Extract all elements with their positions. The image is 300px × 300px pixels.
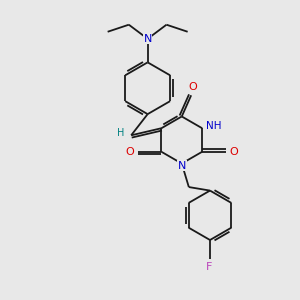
Text: O: O	[230, 147, 238, 157]
Text: O: O	[188, 82, 197, 92]
Text: F: F	[206, 262, 212, 272]
Text: NH: NH	[206, 121, 222, 131]
Text: O: O	[125, 147, 134, 157]
Text: N: N	[143, 34, 152, 44]
Text: N: N	[178, 161, 186, 171]
Text: H: H	[117, 128, 124, 138]
